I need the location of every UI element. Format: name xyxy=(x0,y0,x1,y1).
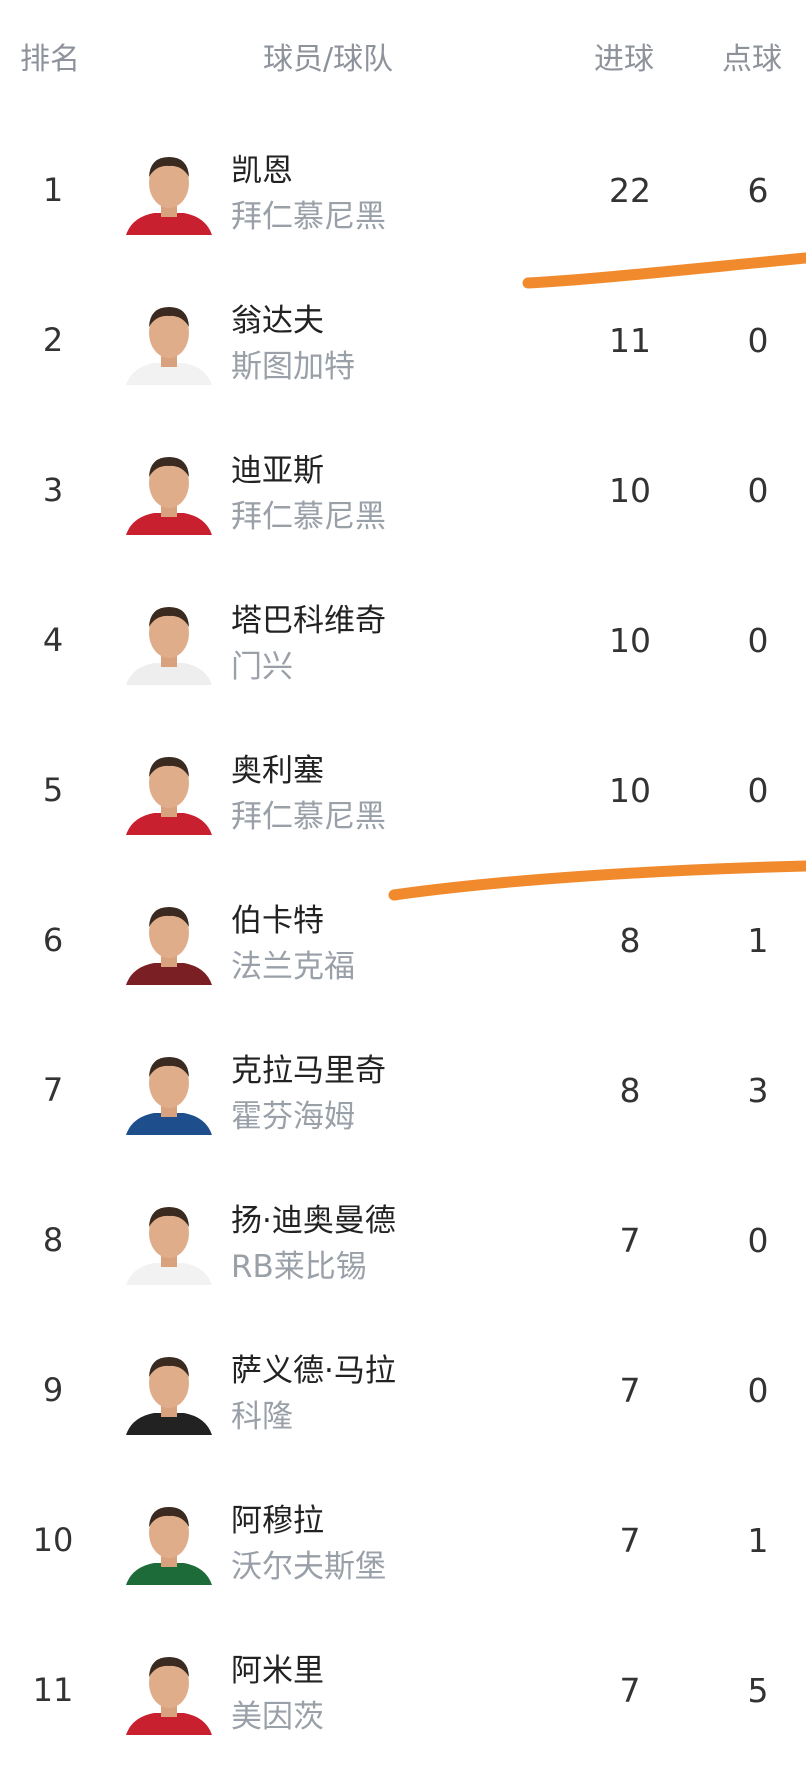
penalties-value: 0 xyxy=(747,1371,769,1410)
penalties-value: 6 xyxy=(747,171,769,210)
player-avatar[interactable] xyxy=(124,1345,214,1435)
header-penalties[interactable]: 点球 xyxy=(722,42,782,77)
header-goals[interactable]: 进球 xyxy=(594,42,654,77)
team-name[interactable]: 拜仁慕尼黑 xyxy=(231,799,386,835)
player-name[interactable]: 塔巴科维奇 xyxy=(231,603,386,639)
table-row[interactable]: 4 塔巴科维奇 门兴 10 0 xyxy=(0,567,806,717)
table-row[interactable]: 8 扬·迪奥曼德 RB莱比锡 7 0 xyxy=(0,1167,806,1317)
team-name[interactable]: 门兴 xyxy=(231,649,293,685)
player-name[interactable]: 萨义德·马拉 xyxy=(231,1353,396,1389)
penalties-value: 0 xyxy=(747,1221,769,1260)
rank: 8 xyxy=(42,1221,64,1259)
goals-value: 22 xyxy=(609,171,651,210)
goals-value: 7 xyxy=(619,1521,641,1560)
player-name[interactable]: 迪亚斯 xyxy=(231,453,324,489)
penalties-value: 0 xyxy=(747,471,769,510)
rank: 10 xyxy=(32,1521,74,1559)
player-avatar[interactable] xyxy=(124,145,214,235)
goals-value: 8 xyxy=(619,921,641,960)
rank: 11 xyxy=(32,1671,74,1709)
team-name[interactable]: 沃尔夫斯堡 xyxy=(231,1549,386,1585)
table-row[interactable]: 6 伯卡特 法兰克福 8 1 xyxy=(0,867,806,1017)
player-avatar[interactable] xyxy=(124,745,214,835)
player-avatar[interactable] xyxy=(124,295,214,385)
penalties-value: 0 xyxy=(747,771,769,810)
table-row[interactable]: 3 迪亚斯 拜仁慕尼黑 10 0 xyxy=(0,417,806,567)
table-row[interactable]: 11 阿米里 美因茨 7 5 xyxy=(0,1617,806,1767)
goals-value: 7 xyxy=(619,1221,641,1260)
table-row[interactable]: 7 克拉马里奇 霍芬海姆 8 3 xyxy=(0,1017,806,1167)
player-name[interactable]: 伯卡特 xyxy=(231,903,324,939)
penalties-value: 5 xyxy=(747,1671,769,1710)
team-name[interactable]: 美因茨 xyxy=(231,1699,324,1735)
header-rank[interactable]: 排名 xyxy=(20,42,80,77)
rank: 9 xyxy=(42,1371,64,1409)
goals-value: 11 xyxy=(609,321,651,360)
table-row[interactable]: 1 凯恩 拜仁慕尼黑 22 6 xyxy=(0,117,806,267)
player-name[interactable]: 克拉马里奇 xyxy=(231,1053,386,1089)
table-row[interactable]: 2 翁达夫 斯图加特 11 0 xyxy=(0,267,806,417)
player-avatar[interactable] xyxy=(124,1195,214,1285)
goals-value: 10 xyxy=(609,771,651,810)
team-name[interactable]: 法兰克福 xyxy=(231,949,355,985)
table-row[interactable]: 9 萨义德·马拉 科隆 7 0 xyxy=(0,1317,806,1467)
player-name[interactable]: 阿米里 xyxy=(231,1653,324,1689)
rank: 1 xyxy=(42,171,64,209)
rank: 2 xyxy=(42,321,64,359)
rank: 5 xyxy=(42,771,64,809)
rank: 3 xyxy=(42,471,64,509)
player-avatar[interactable] xyxy=(124,895,214,985)
player-avatar[interactable] xyxy=(124,445,214,535)
goals-value: 8 xyxy=(619,1071,641,1110)
goals-value: 7 xyxy=(619,1671,641,1710)
goals-value: 10 xyxy=(609,621,651,660)
rank: 7 xyxy=(42,1071,64,1109)
team-name[interactable]: 科隆 xyxy=(231,1399,293,1435)
penalties-value: 3 xyxy=(747,1071,769,1110)
player-name[interactable]: 阿穆拉 xyxy=(231,1503,324,1539)
penalties-value: 1 xyxy=(747,921,769,960)
penalties-value: 0 xyxy=(747,321,769,360)
team-name[interactable]: 拜仁慕尼黑 xyxy=(231,499,386,535)
team-name[interactable]: 霍芬海姆 xyxy=(231,1099,355,1135)
penalties-value: 1 xyxy=(747,1521,769,1560)
player-name[interactable]: 凯恩 xyxy=(231,153,293,189)
penalties-value: 0 xyxy=(747,621,769,660)
team-name[interactable]: 斯图加特 xyxy=(231,349,355,385)
table-row[interactable]: 5 奥利塞 拜仁慕尼黑 10 0 xyxy=(0,717,806,867)
player-name[interactable]: 翁达夫 xyxy=(231,303,324,339)
team-name[interactable]: 拜仁慕尼黑 xyxy=(231,199,386,235)
player-avatar[interactable] xyxy=(124,595,214,685)
goals-value: 10 xyxy=(609,471,651,510)
player-avatar[interactable] xyxy=(124,1495,214,1585)
table-row[interactable]: 10 阿穆拉 沃尔夫斯堡 7 1 xyxy=(0,1467,806,1617)
team-name[interactable]: RB莱比锡 xyxy=(231,1249,367,1285)
header-player-team[interactable]: 球员/球队 xyxy=(263,42,394,77)
rank: 6 xyxy=(42,921,64,959)
rank: 4 xyxy=(42,621,64,659)
player-avatar[interactable] xyxy=(124,1045,214,1135)
player-name[interactable]: 奥利塞 xyxy=(231,753,324,789)
goals-value: 7 xyxy=(619,1371,641,1410)
player-name[interactable]: 扬·迪奥曼德 xyxy=(231,1203,396,1239)
